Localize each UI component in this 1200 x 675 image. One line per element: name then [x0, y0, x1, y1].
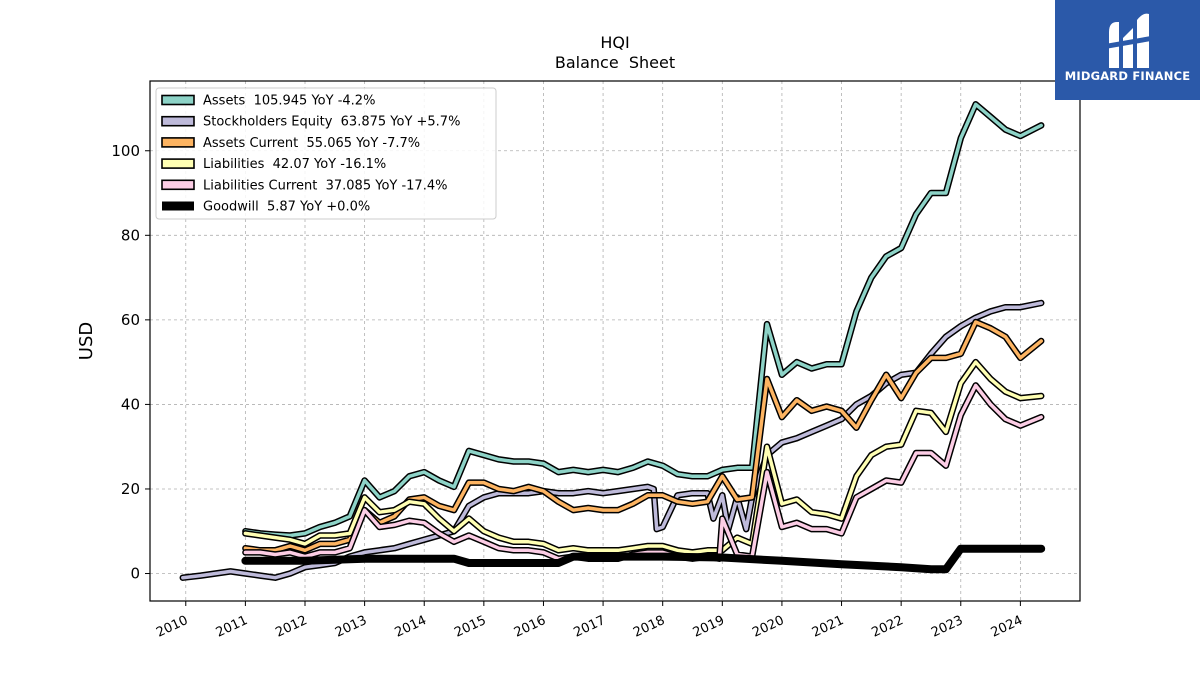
y-tick-label: 20: [121, 480, 140, 498]
series-liabilities: [242, 358, 1045, 556]
legend-swatch: [161, 115, 195, 127]
y-tick-label: 40: [121, 395, 140, 413]
series-goodwill: [241, 544, 1046, 574]
series-line: [243, 360, 1043, 555]
chart-subtitle: Balance Sheet: [555, 53, 675, 72]
brand-logo: MIDGARD FINANCE: [1055, 0, 1200, 100]
legend-label: Goodwill 5.87 YoY +0.0%: [203, 200, 370, 215]
legend: Assets 105.945 YoY -4.2% Stockholders Equ…: [155, 87, 497, 220]
legend-label: Liabilities Current 37.085 YoY -17.4%: [203, 178, 447, 193]
y-tick-label: 100: [111, 142, 140, 160]
plot-frame: [149, 80, 1081, 602]
series-line: [243, 102, 1043, 538]
legend-box: [155, 87, 497, 220]
legend-item: Liabilities 42.07 YoY -16.1%: [161, 157, 386, 172]
legend-label: Assets 105.945 YoY -4.2%: [203, 94, 375, 109]
legend-swatch: [162, 201, 194, 211]
legend-swatch: [161, 158, 195, 169]
y-tick-label: 60: [121, 311, 140, 329]
chart-title: HQI: [600, 33, 629, 52]
series-line: [241, 544, 1046, 574]
y-tick-label: 0: [130, 565, 140, 583]
legend-item: Assets 105.945 YoY -4.2%: [161, 94, 375, 109]
legend-swatch: [161, 179, 195, 191]
series-line: [243, 383, 1043, 561]
series-assets: [242, 101, 1045, 539]
legend-swatch: [161, 137, 195, 148]
legend-label: Liabilities 42.07 YoY -16.1%: [203, 157, 386, 172]
legend-label: Stockholders Equity 63.875 YoY +5.7%: [203, 115, 460, 130]
legend-swatch: [161, 94, 195, 106]
y-axis-label: USD: [76, 322, 97, 360]
midgard-logo-icon: [1105, 13, 1151, 69]
legend-label: Assets Current 55.065 YoY -7.7%: [203, 136, 420, 151]
legend-item: Stockholders Equity 63.875 YoY +5.7%: [161, 115, 460, 130]
series-liabilities-current: [242, 382, 1045, 562]
legend-item: Assets Current 55.065 YoY -7.7%: [161, 136, 420, 151]
brand-name: MIDGARD FINANCE: [1064, 69, 1191, 83]
legend-item: Goodwill 5.87 YoY +0.0%: [162, 200, 370, 215]
y-tick-label: 80: [121, 226, 140, 244]
legend-item: Liabilities Current 37.085 YoY -17.4%: [161, 178, 447, 193]
series-layer: [179, 101, 1046, 581]
